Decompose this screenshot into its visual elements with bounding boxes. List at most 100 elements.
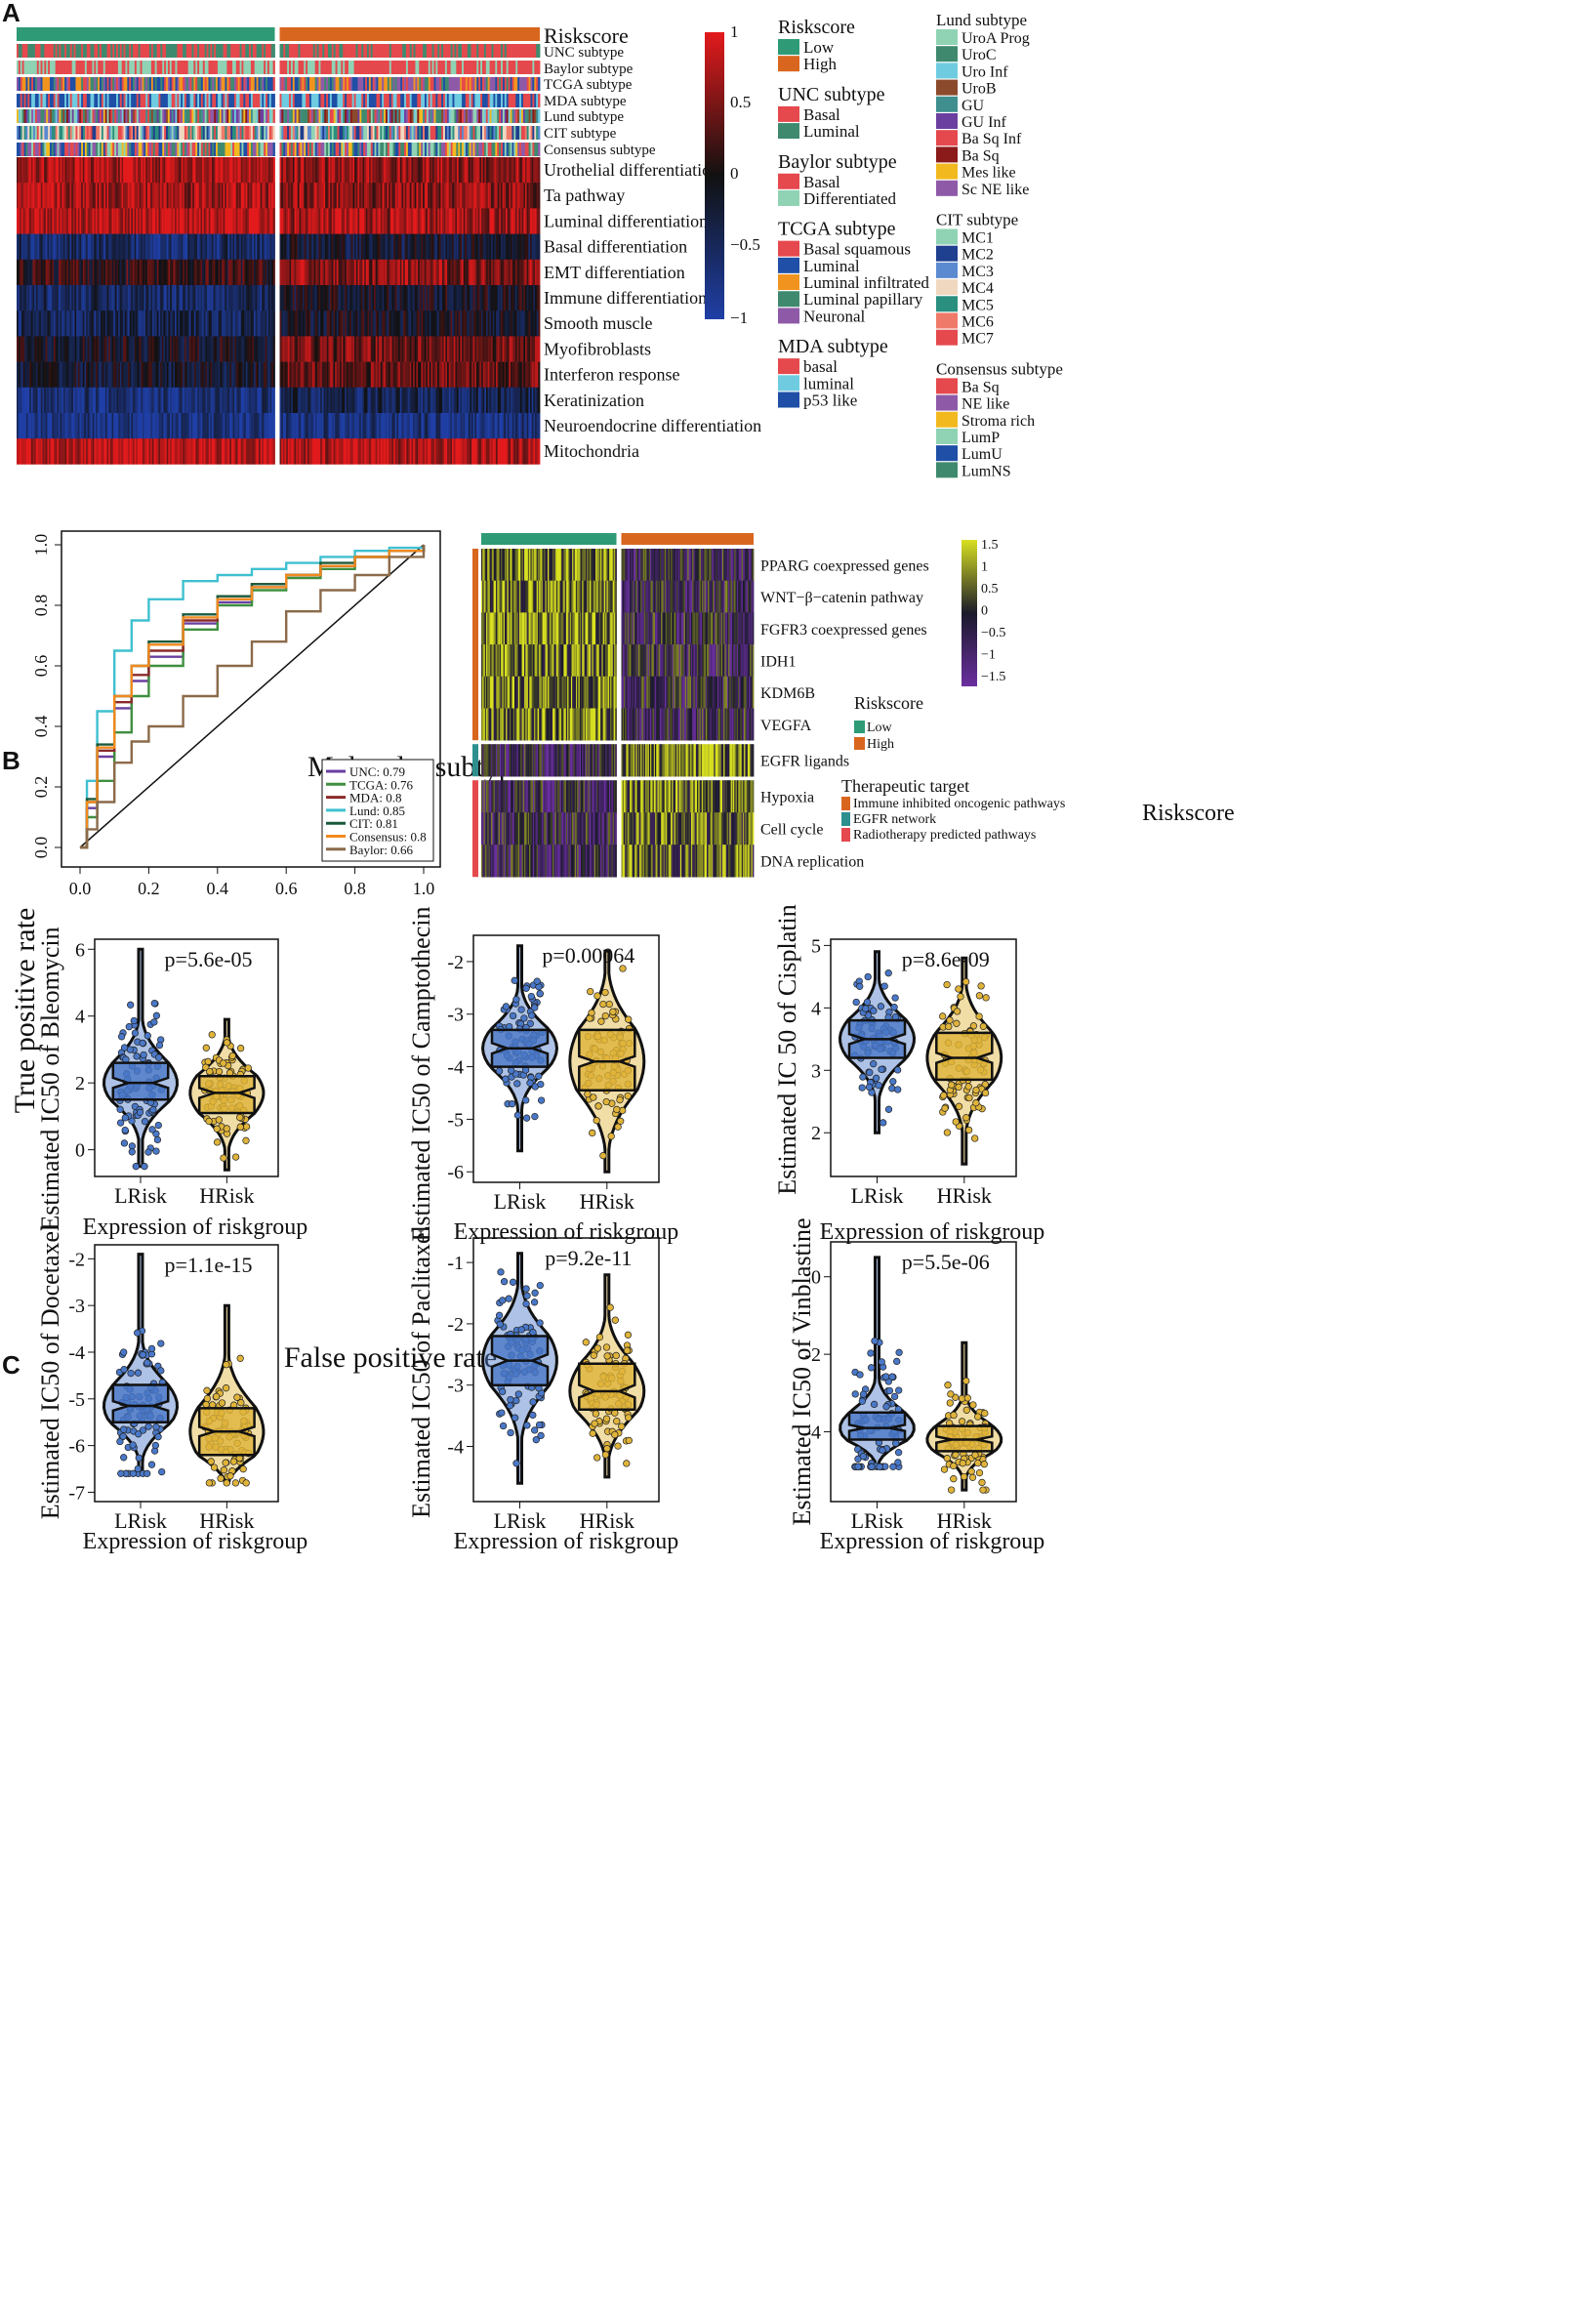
violin-point — [531, 1112, 539, 1121]
violin-point — [888, 1373, 896, 1381]
d-legend-swatch — [841, 828, 850, 842]
a-colorbar-tick: 1 — [730, 22, 739, 41]
a-row-label: Riskscore — [544, 23, 629, 48]
d-target-bar-radio — [472, 780, 478, 878]
violin-point — [213, 1125, 221, 1133]
violin-point — [236, 1354, 244, 1362]
violin-point — [236, 1113, 244, 1122]
a-legend-item: MC7 — [962, 331, 994, 348]
violin-point — [120, 1425, 128, 1433]
a-legend-item: GU Inf — [962, 114, 1006, 131]
d-gene-label: Cell cycle — [760, 822, 823, 839]
a-legend-item: Ba Sq — [962, 379, 1000, 395]
violin-point — [859, 1453, 867, 1461]
a-legend-swatch — [778, 375, 799, 392]
violin-point — [962, 1377, 970, 1385]
a-row-label: CIT subtype — [544, 126, 617, 142]
a-legend-item: UroB — [962, 81, 997, 98]
violin-point — [140, 1051, 147, 1059]
violin-xtick-label: LRisk — [494, 1508, 547, 1533]
violin-ytick-label: 2 — [811, 1123, 821, 1144]
violin-point — [889, 1078, 897, 1086]
a-legend-item: Basal squamous — [803, 240, 911, 259]
d-legend-item: High — [867, 737, 894, 752]
violin-point — [969, 1022, 978, 1030]
d-heatmap-row — [481, 744, 755, 777]
d-colorbar-tick: −1.5 — [981, 670, 1005, 684]
violin-point — [154, 1121, 162, 1130]
a-legend-item: MC2 — [962, 247, 994, 264]
violin-point — [872, 1074, 880, 1082]
violin-point — [878, 1358, 885, 1366]
violin-point — [223, 1125, 230, 1133]
d-colorbar-tick: −0.5 — [981, 626, 1005, 640]
a-annotation-track — [17, 44, 541, 58]
panel-label-c: C — [2, 1350, 20, 1380]
violin-point — [239, 1465, 247, 1473]
violin-point — [220, 1466, 228, 1474]
violin-ytick-label: -3 — [68, 1296, 85, 1317]
violin-point — [867, 1364, 876, 1372]
a-legend-swatch — [936, 245, 958, 262]
violin-xlabel: Expression of riskgroup — [83, 1215, 308, 1240]
violin-point — [526, 1079, 534, 1087]
violin-point — [586, 1014, 593, 1022]
violin-point — [237, 1399, 245, 1407]
violin-point — [599, 1000, 607, 1009]
violin-point — [953, 1008, 962, 1015]
violin-chart: 0 -2 -4 LRisk HRisk p=5.5e-06 Expression of ri… — [788, 1218, 1044, 1554]
violin-xtick-label: HRisk — [937, 1508, 992, 1533]
violin-pvalue: p=8.6e-09 — [902, 947, 990, 971]
roc-ytick-label: 0.4 — [31, 716, 51, 738]
violin-point — [624, 1092, 632, 1100]
violin-point — [222, 1459, 229, 1466]
violin-point — [204, 1057, 212, 1065]
d-legend-item: EGFR network — [853, 812, 936, 827]
a-legend-item: Luminal infiltrated — [803, 273, 929, 292]
a-legend-swatch — [778, 358, 799, 375]
violin-xtick-label: LRisk — [851, 1508, 904, 1533]
a-heatmap-row — [17, 183, 541, 209]
roc-ytick-label: 0.8 — [31, 595, 51, 617]
violin-point — [968, 1473, 977, 1481]
violin-point — [537, 1431, 545, 1440]
violin-ytick-label: -5 — [447, 1109, 464, 1131]
violin-xtick-label: LRisk — [114, 1183, 167, 1208]
a-heatmap-row — [17, 233, 541, 261]
violin-point — [120, 1454, 128, 1462]
a-legend-swatch — [778, 189, 799, 206]
violin-ylabel: Estimated IC50 of Paclitaxel — [407, 1225, 435, 1518]
a-legend-item: Differentiated — [803, 189, 897, 208]
violin-ytick-label: -5 — [68, 1389, 85, 1411]
violin-xtick-label: LRisk — [851, 1183, 904, 1208]
violin-point — [952, 1451, 960, 1459]
violin-point — [879, 1446, 886, 1455]
violin-point — [242, 1123, 251, 1131]
d-top-riskscore-label: Riskscore — [1142, 801, 1235, 826]
d-colorbar-tick: 1 — [981, 560, 988, 575]
d-gene-label: EGFR ligands — [760, 754, 849, 770]
violin-point — [529, 1398, 537, 1406]
violin-point — [871, 1337, 879, 1345]
violin-point — [943, 980, 951, 989]
violin-point — [223, 1361, 230, 1369]
violin-point — [623, 1346, 632, 1354]
a-legend-item: Basal — [803, 173, 840, 191]
violin-point — [513, 1080, 521, 1088]
violin-point — [943, 1455, 951, 1463]
violin-point — [625, 1015, 633, 1023]
d-colorbar-tick: 1.5 — [981, 538, 999, 553]
violin-ylabel: Estimated IC50 of Camptothecin — [407, 907, 435, 1242]
violin-point — [864, 972, 872, 981]
a-legend-swatch — [936, 130, 958, 146]
violin-point — [978, 1478, 986, 1487]
violin-point — [536, 990, 544, 998]
d-gene-label: PPARG coexpressed genes — [760, 557, 929, 574]
violin-pvalue: p=5.5e-06 — [902, 1250, 990, 1274]
a-annotation-track — [17, 126, 541, 140]
violin-xlabel: Expression of riskgroup — [454, 1219, 679, 1245]
a-legend-item: NE like — [962, 396, 1009, 413]
violin-ytick-label: -3 — [447, 1005, 464, 1026]
a-heatmap-row — [17, 157, 541, 184]
a-legend-swatch — [936, 329, 958, 346]
